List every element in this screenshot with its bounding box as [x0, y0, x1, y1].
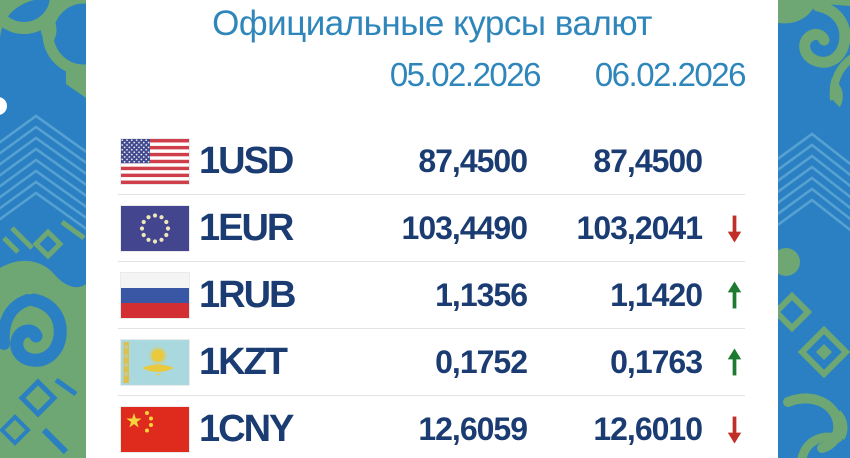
- rate-current: 12,6010: [593, 410, 703, 447]
- rate-current: 1,1420: [610, 276, 703, 313]
- rates-content: Официальные курсы валют 05.02.2026 06.02…: [86, 0, 778, 458]
- currency-code: 1RUB: [199, 273, 296, 316]
- trend-up-icon: [727, 281, 742, 308]
- trend-down-cell: [702, 214, 745, 243]
- currency-row: 1RUB 1,1356 1,1420: [118, 262, 745, 329]
- date-column-prev: 05.02.2026: [389, 56, 542, 93]
- dates-header-row: 05.02.2026 06.02.2026: [118, 56, 747, 94]
- currency-label-cell: 1EUR: [118, 205, 327, 251]
- page-title: Официальные курсы валют: [212, 4, 652, 43]
- currency-label-cell: 1RUB: [118, 272, 327, 318]
- currency-code: 1KZT: [199, 340, 288, 383]
- rate-current: 87,4500: [593, 142, 703, 179]
- trend-up-cell: [702, 281, 745, 310]
- currency-label-cell: 1KZT: [118, 339, 327, 385]
- currency-code: 1CNY: [199, 407, 294, 450]
- cn-flag-icon: [121, 406, 189, 452]
- rate-previous: 87,4500: [418, 142, 528, 179]
- currency-row: 1USD 87,4500 87,4500: [118, 128, 745, 195]
- currency-label-cell: 1CNY: [118, 406, 327, 452]
- kz-flag-icon: [121, 339, 189, 385]
- ornament-pattern-right: [778, 0, 850, 458]
- rate-previous: 0,1752: [435, 343, 528, 380]
- currency-code: 1EUR: [199, 206, 294, 249]
- date-column-curr: 06.02.2026: [594, 56, 747, 93]
- eu-flag-icon: [121, 205, 189, 251]
- trend-up-cell: [702, 348, 745, 377]
- trend-down-icon: [727, 215, 742, 242]
- ru-flag-icon: [121, 272, 189, 318]
- ornament-right-art: [778, 0, 850, 458]
- ornament-pattern-left: [0, 0, 86, 458]
- trend-up-icon: [727, 348, 742, 375]
- rates-table: 1USD 87,4500 87,4500 1EUR 103,4490 103,2…: [118, 128, 745, 458]
- ornament-left-art: [0, 0, 86, 458]
- rate-current: 0,1763: [610, 343, 703, 380]
- rate-previous: 103,4490: [401, 209, 528, 246]
- rate-previous: 12,6059: [418, 410, 528, 447]
- currency-row: 1CNY 12,6059 12,6010: [118, 396, 745, 458]
- rate-previous: 1,1356: [435, 276, 528, 313]
- us-flag-icon: [121, 138, 189, 184]
- rate-current: 103,2041: [576, 209, 703, 246]
- currency-row: 1EUR 103,4490 103,2041: [118, 195, 745, 262]
- currency-label-cell: 1USD: [118, 138, 327, 184]
- trend-down-icon: [727, 416, 742, 443]
- currency-code: 1USD: [199, 139, 294, 182]
- trend-down-cell: [702, 415, 745, 444]
- currency-row: 1KZT 0,1752 0,1763: [118, 329, 745, 396]
